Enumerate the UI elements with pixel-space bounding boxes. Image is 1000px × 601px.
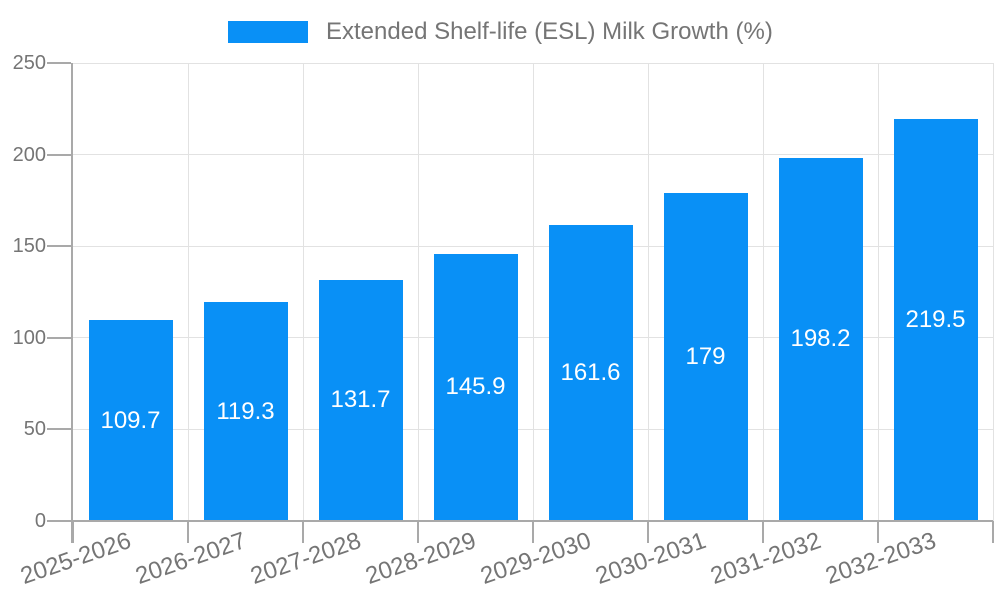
y-axis-label: 250 [12,52,46,74]
legend[interactable]: Extended Shelf-life (ESL) Milk Growth (%… [228,18,773,45]
gridline-vertical [532,63,534,521]
y-axis-label: 200 [12,143,46,166]
bar-value-label: 145.9 [445,373,506,401]
bar-value-label: 198.2 [790,325,851,353]
gridline-vertical [417,63,419,521]
x-axis-tick [417,521,419,543]
bar-value-label: 179 [685,343,726,371]
gridline-vertical [762,63,764,521]
y-axis-tick [47,428,71,431]
bar-2029-2030[interactable]: 161.6 [548,224,633,521]
gridline-vertical [187,63,189,521]
x-axis-tick [877,521,879,543]
y-axis-tick [47,520,71,522]
bar-2026-2027[interactable]: 119.3 [203,302,288,521]
x-axis-tick [72,521,74,543]
gridline-vertical [647,63,649,521]
y-axis-label: 50 [23,418,46,441]
x-axis-line [71,520,993,522]
y-axis-tick [47,336,71,339]
bar-2027-2028[interactable]: 131.7 [318,279,403,521]
bar-value-label: 161.6 [560,358,621,386]
x-axis-tick [187,521,189,543]
y-axis-label: 100 [12,326,46,349]
bar-2030-2031[interactable]: 179 [663,193,748,521]
x-axis-tick [647,521,649,543]
x-axis-tick [302,521,304,543]
y-axis-line [71,63,73,543]
plot-area: 109.7 119.3 131.7 145.9 161.6 179 198.2 219.5 [47,62,994,543]
bar-2028-2029[interactable]: 145.9 [433,253,518,521]
bar-2032-2033[interactable]: 219.5 [893,118,978,521]
bar-2031-2032[interactable]: 198.2 [778,157,863,521]
gridline-vertical [302,63,304,521]
x-axis-tick [762,521,764,543]
y-axis-tick [47,62,71,64]
bar-value-label: 109.7 [100,406,161,434]
bar-2025-2026[interactable]: 109.7 [88,320,173,521]
legend-label: Extended Shelf-life (ESL) Milk Growth (%… [326,18,773,45]
legend-swatch [228,21,308,43]
bar-value-label: 119.3 [216,397,275,425]
y-axis-label: 0 [34,510,46,532]
gridline-vertical [992,63,994,521]
bar-value-label: 219.5 [905,305,966,333]
y-axis-tick [47,153,71,156]
y-axis-tick [47,245,71,248]
bar-value-label: 131.7 [330,386,391,414]
y-axis-label: 150 [12,235,46,258]
x-axis-tick [992,521,994,543]
x-axis-tick [532,521,534,543]
gridline-vertical [877,63,879,521]
